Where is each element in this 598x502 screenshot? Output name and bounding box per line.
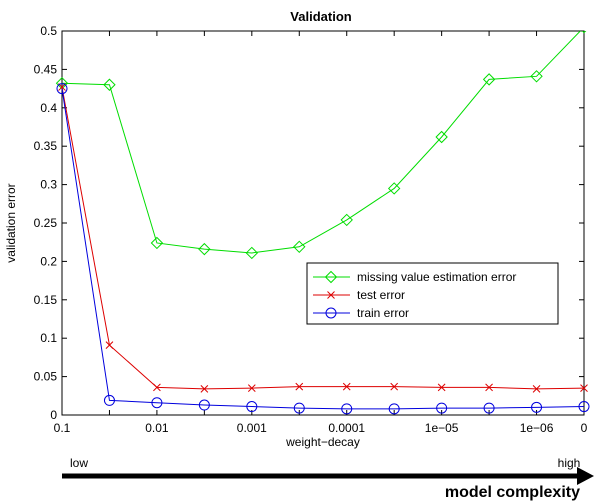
series-0 bbox=[55, 31, 587, 260]
x-tick-label: 0 bbox=[581, 421, 588, 435]
x-axis-label: weight−decay bbox=[285, 435, 360, 449]
y-tick-label: 0.5 bbox=[40, 24, 57, 38]
data-point-x bbox=[532, 385, 541, 393]
legend-label: train error bbox=[357, 306, 409, 320]
complexity-high-label: high bbox=[558, 456, 581, 470]
series-1 bbox=[58, 83, 588, 393]
y-tick-label: 0.2 bbox=[40, 254, 57, 268]
series-line bbox=[61, 88, 585, 410]
data-point-diamond bbox=[482, 73, 496, 86]
data-point-x bbox=[105, 341, 114, 349]
data-point-circle bbox=[531, 401, 543, 413]
complexity-axis-label: model complexity bbox=[445, 484, 580, 501]
legend-label: missing value estimation error bbox=[357, 270, 516, 284]
data-point-diamond bbox=[324, 270, 338, 284]
y-tick-label: 0.45 bbox=[34, 62, 58, 76]
data-point-diamond bbox=[340, 213, 353, 227]
complexity-low-label: low bbox=[70, 456, 88, 470]
y-tick-label: 0.15 bbox=[34, 293, 58, 307]
series-layer bbox=[55, 31, 590, 415]
data-point-circle bbox=[293, 402, 305, 414]
data-point-circle bbox=[436, 402, 448, 414]
y-tick-label: 0.1 bbox=[40, 331, 57, 345]
data-point-circle bbox=[388, 403, 400, 415]
y-tick-label: 0.25 bbox=[34, 216, 58, 230]
data-point-diamond bbox=[103, 78, 116, 91]
data-point-circle bbox=[325, 307, 337, 319]
complexity-footer: low high model complexity bbox=[62, 456, 594, 501]
y-tick-label: 0.3 bbox=[40, 178, 57, 192]
data-point-x bbox=[580, 384, 588, 392]
series-line bbox=[61, 31, 581, 254]
data-point-circle bbox=[246, 401, 258, 413]
data-point-x bbox=[247, 384, 256, 392]
legend-box bbox=[306, 262, 559, 325]
data-point-x bbox=[390, 382, 399, 391]
y-tick-label: 0.05 bbox=[34, 370, 58, 384]
x-tick-label: 0.0001 bbox=[328, 421, 365, 435]
data-point-diamond bbox=[150, 236, 164, 250]
x-tick-label: 1e−05 bbox=[425, 421, 459, 435]
legend-entry: train error bbox=[313, 306, 409, 320]
data-point-circle bbox=[483, 402, 495, 414]
data-point-x bbox=[295, 382, 304, 391]
plot-frame bbox=[61, 30, 585, 416]
data-point-diamond bbox=[435, 130, 448, 144]
x-tick-label: 0.01 bbox=[145, 421, 169, 435]
data-point-x bbox=[485, 383, 493, 392]
data-point-diamond bbox=[293, 240, 306, 254]
x-tick-label: 0.1 bbox=[54, 421, 71, 435]
y-axis-label: validation error bbox=[4, 183, 18, 262]
series-line bbox=[61, 86, 585, 390]
data-point-x bbox=[327, 291, 335, 299]
data-point-diamond bbox=[530, 70, 543, 83]
data-point-x bbox=[200, 385, 209, 393]
data-point-x bbox=[342, 382, 351, 391]
y-tick-label: 0.4 bbox=[40, 101, 57, 115]
series-2 bbox=[56, 83, 590, 415]
data-point-circle bbox=[578, 401, 590, 413]
legend: missing value estimation error test error… bbox=[306, 262, 559, 325]
data-point-diamond bbox=[198, 242, 211, 256]
data-point-x bbox=[437, 383, 446, 392]
data-point-circle bbox=[56, 83, 68, 95]
data-point-circle bbox=[103, 394, 115, 406]
data-point-circle bbox=[151, 397, 163, 409]
y-tick-label: 0 bbox=[50, 408, 57, 422]
data-point-diamond bbox=[245, 246, 259, 260]
x-tick-label: 0.001 bbox=[237, 421, 267, 435]
x-axis: 0.1 0.01 0.001 0.0001 1e−05 1e−06 0 bbox=[54, 31, 588, 435]
data-point-x bbox=[153, 383, 161, 392]
legend-entry: missing value estimation error bbox=[313, 270, 516, 284]
data-point-diamond bbox=[581, 31, 587, 34]
legend-label: test error bbox=[357, 288, 405, 302]
data-point-diamond bbox=[387, 182, 401, 195]
chart-title: Validation bbox=[290, 9, 351, 24]
legend-entry: test error bbox=[313, 288, 405, 302]
data-point-circle bbox=[341, 403, 353, 415]
y-tick-label: 0.35 bbox=[34, 139, 58, 153]
data-point-circle bbox=[198, 399, 210, 411]
complexity-arrow-head bbox=[577, 467, 594, 485]
y-axis: 0 0.05 0.1 0.15 0.2 0.25 0.3 0.35 0.4 0.45 0.5 bbox=[34, 24, 584, 422]
x-tick-label: 1e−06 bbox=[520, 421, 554, 435]
